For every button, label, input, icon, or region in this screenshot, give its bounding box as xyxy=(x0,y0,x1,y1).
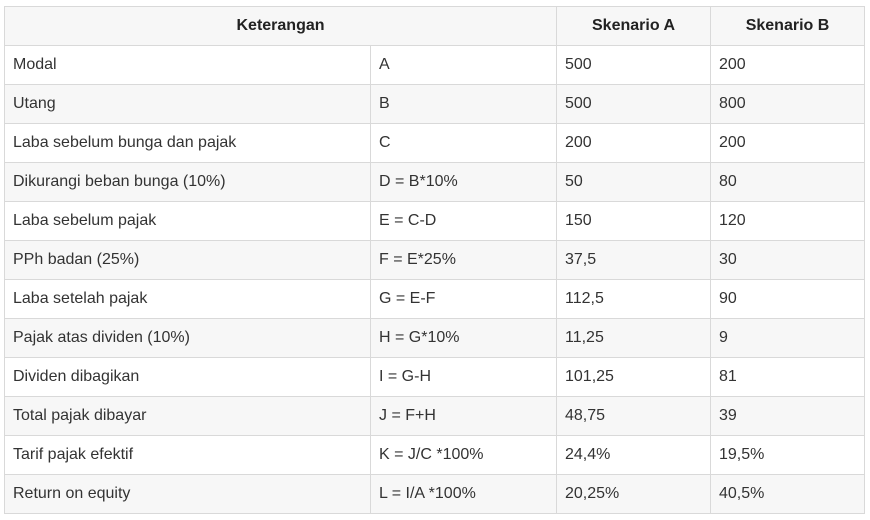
row-value-a: 112,5 xyxy=(556,279,711,319)
row-value-a: 48,75 xyxy=(556,396,711,436)
header-keterangan: Keterangan xyxy=(4,6,557,46)
row-formula: G = E-F xyxy=(370,279,557,319)
table-row: Laba setelah pajak G = E-F 112,5 90 xyxy=(4,279,865,319)
row-formula: A xyxy=(370,45,557,85)
row-label: PPh badan (25%) xyxy=(4,240,371,280)
row-label: Tarif pajak efektif xyxy=(4,435,371,475)
row-value-a: 11,25 xyxy=(556,318,711,358)
row-formula: K = J/C *100% xyxy=(370,435,557,475)
row-formula: B xyxy=(370,84,557,124)
row-formula: H = G*10% xyxy=(370,318,557,358)
row-value-b: 120 xyxy=(710,201,865,241)
row-label: Pajak atas dividen (10%) xyxy=(4,318,371,358)
table-row: Dikurangi beban bunga (10%) D = B*10% 50 80 xyxy=(4,162,865,202)
row-value-a: 500 xyxy=(556,84,711,124)
row-value-b: 90 xyxy=(710,279,865,319)
row-value-b: 30 xyxy=(710,240,865,280)
row-label: Dividen dibagikan xyxy=(4,357,371,397)
row-formula: D = B*10% xyxy=(370,162,557,202)
row-value-a: 37,5 xyxy=(556,240,711,280)
table-container: Keterangan Skenario A Skenario B Modal A 5… xyxy=(4,6,865,514)
row-value-b: 19,5% xyxy=(710,435,865,475)
header-skenario-b: Skenario B xyxy=(710,6,865,46)
row-formula: F = E*25% xyxy=(370,240,557,280)
header-skenario-a: Skenario A xyxy=(556,6,711,46)
row-value-a: 24,4% xyxy=(556,435,711,475)
row-label: Laba setelah pajak xyxy=(4,279,371,319)
row-value-b: 39 xyxy=(710,396,865,436)
row-label: Total pajak dibayar xyxy=(4,396,371,436)
table-row: Laba sebelum pajak E = C-D 150 120 xyxy=(4,201,865,241)
table-row: Tarif pajak efektif K = J/C *100% 24,4% 19,… xyxy=(4,435,865,475)
row-formula: J = F+H xyxy=(370,396,557,436)
row-formula: C xyxy=(370,123,557,163)
row-value-a: 500 xyxy=(556,45,711,85)
row-formula: I = G-H xyxy=(370,357,557,397)
table-row: Pajak atas dividen (10%) H = G*10% 11,25 9 xyxy=(4,318,865,358)
row-value-b: 9 xyxy=(710,318,865,358)
row-formula: L = I/A *100% xyxy=(370,474,557,514)
row-value-b: 81 xyxy=(710,357,865,397)
row-value-a: 50 xyxy=(556,162,711,202)
table-row: Modal A 500 200 xyxy=(4,45,865,85)
table-row: Utang B 500 800 xyxy=(4,84,865,124)
row-value-b: 800 xyxy=(710,84,865,124)
table-row: PPh badan (25%) F = E*25% 37,5 30 xyxy=(4,240,865,280)
row-formula: E = C-D xyxy=(370,201,557,241)
row-value-b: 40,5% xyxy=(710,474,865,514)
row-value-a: 20,25% xyxy=(556,474,711,514)
table-row: Total pajak dibayar J = F+H 48,75 39 xyxy=(4,396,865,436)
row-label: Dikurangi beban bunga (10%) xyxy=(4,162,371,202)
row-label: Utang xyxy=(4,84,371,124)
table-header-row: Keterangan Skenario A Skenario B xyxy=(4,6,865,46)
table-row: Dividen dibagikan I = G-H 101,25 81 xyxy=(4,357,865,397)
row-value-a: 200 xyxy=(556,123,711,163)
row-value-a: 150 xyxy=(556,201,711,241)
table-row: Laba sebelum bunga dan pajak C 200 200 xyxy=(4,123,865,163)
row-label: Laba sebelum pajak xyxy=(4,201,371,241)
row-label: Return on equity xyxy=(4,474,371,514)
row-value-b: 80 xyxy=(710,162,865,202)
row-label: Laba sebelum bunga dan pajak xyxy=(4,123,371,163)
tax-scenario-table: Keterangan Skenario A Skenario B Modal A 5… xyxy=(4,6,865,514)
row-value-a: 101,25 xyxy=(556,357,711,397)
row-label: Modal xyxy=(4,45,371,85)
row-value-b: 200 xyxy=(710,45,865,85)
row-value-b: 200 xyxy=(710,123,865,163)
table-row: Return on equity L = I/A *100% 20,25% 40,5% xyxy=(4,474,865,514)
